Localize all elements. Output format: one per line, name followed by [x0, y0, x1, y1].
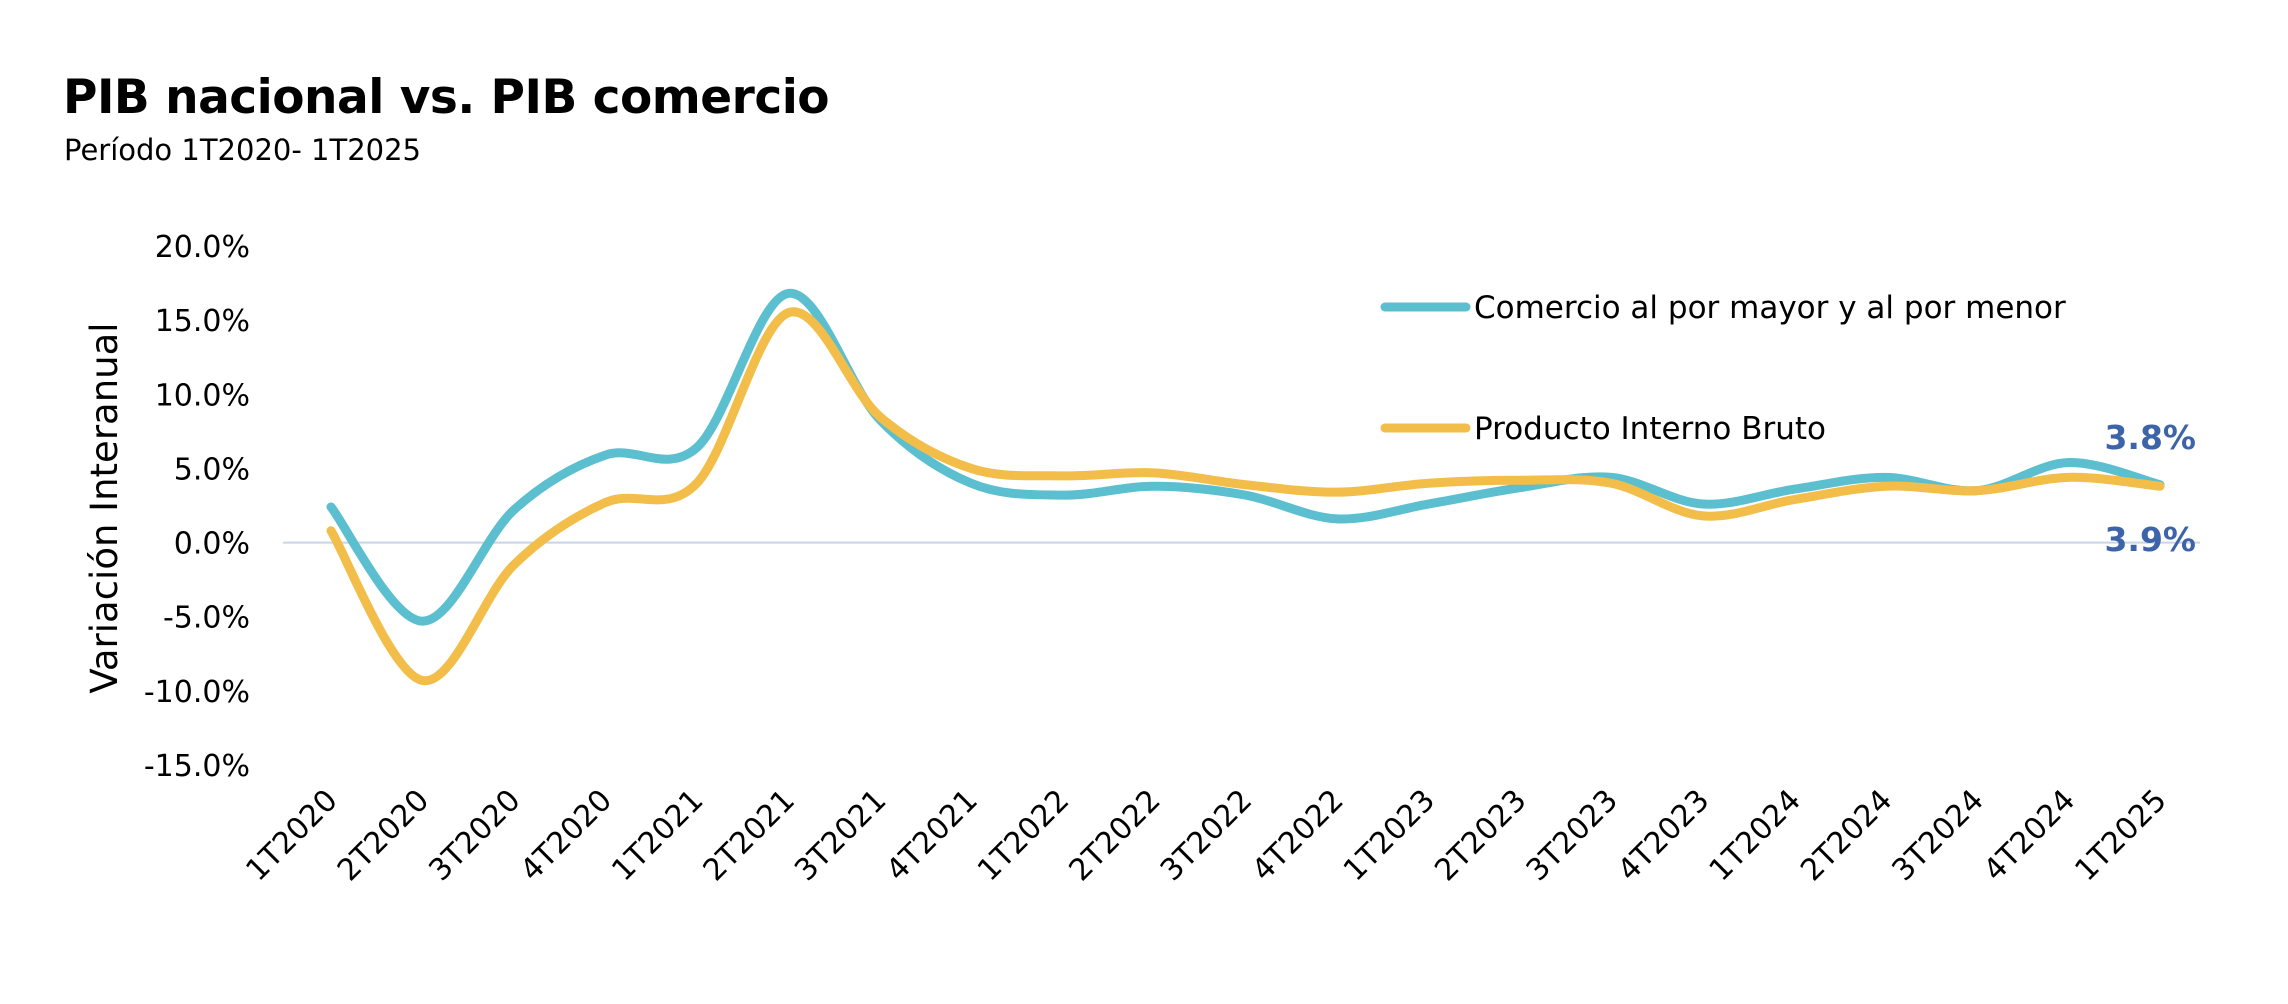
data-point: [1424, 479, 1433, 488]
y-tick-label: 15.0%: [155, 304, 250, 339]
data-point: [692, 479, 701, 488]
data-point: [1698, 500, 1707, 509]
data-point: [784, 308, 793, 317]
data-point: [1607, 479, 1616, 488]
data-point: [509, 560, 518, 569]
data-point: [1332, 514, 1341, 523]
data-point: [1973, 486, 1982, 495]
data-point: [1150, 468, 1159, 477]
data-point: [1790, 485, 1799, 494]
data-point: [967, 479, 976, 488]
data-point: [1058, 471, 1067, 480]
legend-item-pib: Producto Interno Bruto: [1380, 411, 1826, 447]
data-point: [1150, 482, 1159, 491]
data-point: [692, 443, 701, 452]
legend-label-pib: Producto Interno Bruto: [1474, 411, 1826, 447]
legend: Comercio al por mayor y al por menor Pro…: [1380, 290, 2066, 447]
y-tick-label: 0.0%: [174, 527, 250, 562]
data-point: [1424, 500, 1433, 509]
data-point: [2064, 473, 2073, 482]
chart-title: PIB nacional vs. PIB comercio: [63, 70, 830, 125]
x-tick-label: 3T2023: [1520, 783, 1625, 888]
x-tick-label: 2T2020: [331, 783, 436, 888]
data-point: [509, 505, 518, 514]
data-point: [1241, 491, 1250, 500]
x-tick-label: 4T2020: [514, 783, 619, 888]
data-point: [1241, 480, 1250, 489]
end-label-bottom: 3.9%: [2104, 520, 2196, 559]
series-line-pib: [326, 307, 2165, 685]
x-tick-label: 2T2021: [697, 783, 802, 888]
data-point: [1698, 511, 1707, 520]
x-tick-label: 3T2022: [1154, 783, 1259, 888]
x-tick-label: 4T2023: [1611, 783, 1716, 888]
x-axis: 1T20202T20203T20204T20201T20212T20213T20…: [239, 783, 2173, 888]
data-point: [2156, 482, 2164, 491]
x-tick-label: 1T2025: [2068, 783, 2173, 888]
data-point: [875, 412, 884, 421]
y-tick-label: 5.0%: [174, 452, 250, 487]
legend-label-comercio: Comercio al por mayor y al por menor: [1474, 290, 2066, 326]
x-tick-label: 1T2022: [971, 783, 1076, 888]
legend-item-comercio: Comercio al por mayor y al por menor: [1380, 290, 2066, 326]
data-point: [1790, 495, 1799, 504]
y-tick-label: -5.0%: [163, 601, 250, 636]
x-tick-label: 3T2024: [1886, 783, 1991, 888]
x-tick-label: 4T2021: [880, 783, 985, 888]
chart-subtitle: Período 1T2020- 1T2025: [64, 133, 422, 167]
data-point: [418, 676, 427, 685]
data-point: [2064, 458, 2073, 467]
data-point: [1881, 473, 1890, 482]
x-tick-label: 4T2024: [1977, 783, 2082, 888]
data-point: [327, 502, 335, 511]
x-tick-label: 3T2021: [788, 783, 893, 888]
data-point: [1332, 488, 1341, 497]
x-tick-label: 2T2023: [1428, 783, 1533, 888]
data-point: [601, 498, 610, 507]
data-point: [327, 526, 335, 535]
y-tick-label: 10.0%: [155, 378, 250, 413]
x-tick-label: 1T2024: [1703, 783, 1808, 888]
x-tick-label: 1T2021: [605, 783, 710, 888]
y-axis: 20.0% 15.0% 10.0% 5.0% 0.0% -5.0% -10.0% -15.0%: [144, 230, 250, 784]
end-label-top: 3.8%: [2104, 418, 2196, 457]
data-point: [1515, 483, 1524, 492]
data-point: [601, 451, 610, 460]
y-axis-label: Variación Interanual: [83, 322, 126, 693]
data-point: [784, 289, 793, 298]
x-tick-label: 1T2023: [1337, 783, 1442, 888]
data-point: [1515, 476, 1524, 485]
x-tick-label: 2T2024: [1794, 783, 1899, 888]
series-layer: [326, 288, 2165, 685]
x-tick-label: 2T2022: [1063, 783, 1168, 888]
data-point: [1881, 482, 1890, 491]
data-point: [1058, 491, 1067, 500]
x-tick-label: 1T2020: [239, 783, 344, 888]
data-point: [967, 464, 976, 473]
y-tick-label: -10.0%: [144, 675, 250, 710]
y-tick-label: 20.0%: [155, 230, 250, 265]
x-tick-label: 4T2022: [1245, 783, 1350, 888]
x-tick-label: 3T2020: [422, 783, 527, 888]
y-tick-label: -15.0%: [144, 749, 250, 784]
data-point: [418, 617, 427, 626]
